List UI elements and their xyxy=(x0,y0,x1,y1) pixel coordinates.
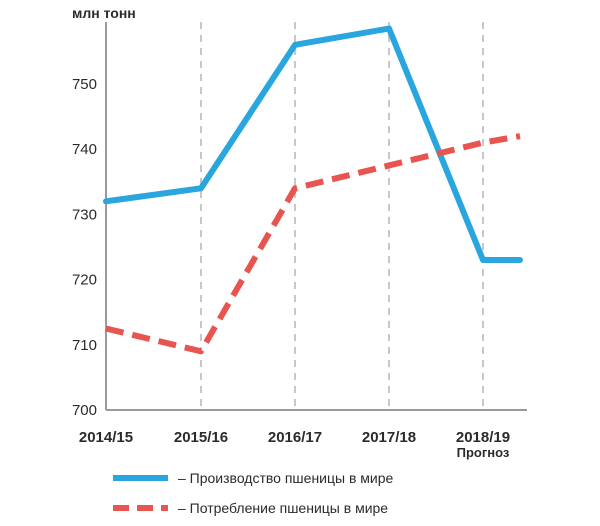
x-tick-label: 2018/19 xyxy=(456,429,510,446)
y-tick-label: 730 xyxy=(72,206,97,223)
x-tick-sublabel: Прогноз xyxy=(457,445,510,460)
series-line-2 xyxy=(105,133,521,355)
y-tick-labels: 700 710 720 730 740 750 xyxy=(72,76,97,419)
y-tick-label: 750 xyxy=(72,76,97,93)
y-tick-label: 740 xyxy=(72,141,97,158)
y-axis-label: млн тонн xyxy=(72,5,136,21)
axes xyxy=(105,22,527,411)
x-tick-label: 2017/18 xyxy=(362,429,416,446)
y-tick-label: 720 xyxy=(72,272,97,289)
x-tick-label: 2016/17 xyxy=(268,429,322,446)
vertical-gridlines xyxy=(200,22,484,410)
series-line-1 xyxy=(103,25,523,264)
series-lines xyxy=(103,25,523,355)
x-tick-labels: 2014/15 2015/16 2016/17 2017/18 2018/19Прогн… xyxy=(79,429,510,460)
legend-label: – Производство пшеницы в мире xyxy=(178,470,394,486)
x-tick-label: 2015/16 xyxy=(174,429,228,446)
legend-label: – Потребление пшеницы в мире xyxy=(178,500,388,516)
y-tick-label: 700 xyxy=(72,402,97,419)
legend: – Производство пшеницы в мире – Потреблен… xyxy=(113,470,394,516)
y-tick-label: 710 xyxy=(72,337,97,354)
x-tick-label: 2014/15 xyxy=(79,429,133,446)
